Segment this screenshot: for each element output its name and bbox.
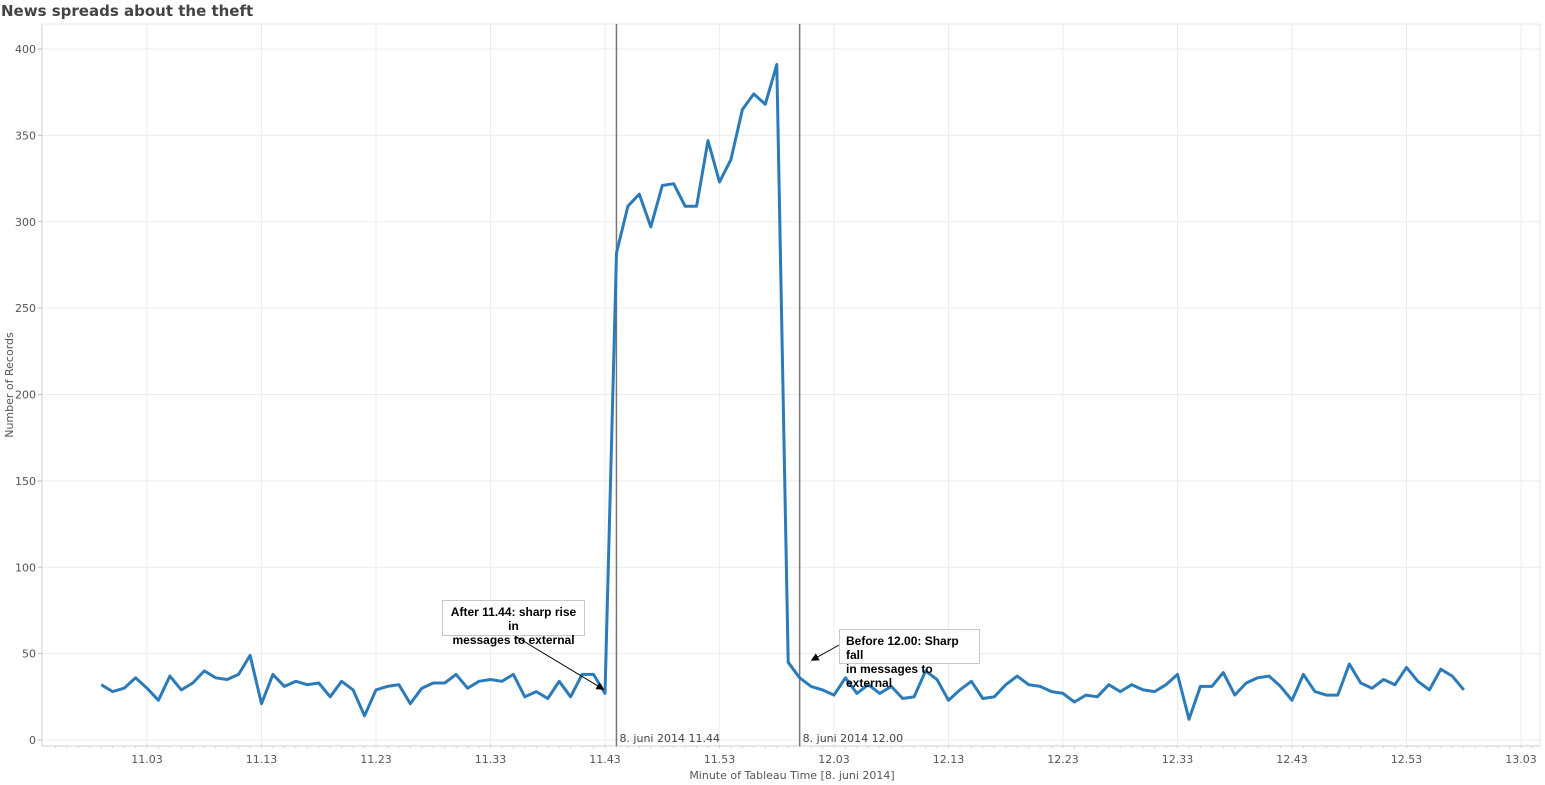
- x-tick-label: 12.33: [1162, 753, 1194, 766]
- x-tick-label: 11.13: [246, 753, 278, 766]
- x-tick-label: 13.03: [1505, 753, 1537, 766]
- y-tick-label: 300: [15, 216, 36, 229]
- y-tick-label: 200: [15, 389, 36, 402]
- gridlines: [42, 24, 1540, 746]
- x-axis-ticks: 11.03 11.13 11.23 11.33 11.43 11.53 12.03 12.13…: [131, 753, 1537, 766]
- reference-lines: 8. juni 2014 11.44 8. juni 2014 12.00: [615, 24, 904, 746]
- y-tick-label: 400: [15, 43, 36, 56]
- annotation-rise-arrow: [514, 635, 605, 690]
- x-tick-label: 12.23: [1047, 753, 1079, 766]
- y-tick-label: 0: [29, 734, 36, 747]
- y-tick-label: 250: [15, 302, 36, 315]
- y-axis-title: Number of Records: [3, 332, 16, 438]
- x-tick-label: 11.43: [589, 753, 621, 766]
- annotation-fall-line-2: in messages to external: [846, 662, 933, 690]
- y-tick-label: 100: [15, 561, 36, 574]
- annotation-fall-arrow: [810, 644, 840, 661]
- x-axis-title: Minute of Tableau Time [8. juni 2014]: [689, 769, 894, 782]
- data-series: [100, 63, 1465, 721]
- y-tick-label: 350: [15, 129, 36, 142]
- reference-line-label-0: 8. juni 2014 11.44: [619, 732, 720, 745]
- x-tick-label: 12.13: [933, 753, 965, 766]
- annotation-fall-line-1: Before 12.00: Sharp fall: [846, 634, 959, 662]
- y-tick-label: 50: [22, 648, 36, 661]
- series-line: [100, 63, 1465, 721]
- annotation-arrows: [514, 635, 840, 690]
- annotation-rise: After 11.44: sharp rise in messages to e…: [442, 600, 585, 647]
- annotation-rise-line-1: After 11.44: sharp rise in: [450, 605, 577, 633]
- y-axis-ticks: 0 50 100 150 200 250 300 350 400: [15, 43, 36, 747]
- x-tick-label: 12.43: [1276, 753, 1308, 766]
- x-tick-label: 12.53: [1391, 753, 1423, 766]
- x-tick-label: 11.23: [360, 753, 392, 766]
- annotation-fall: Before 12.00: Sharp fall in messages to …: [839, 629, 980, 690]
- chart-title: News spreads about the theft: [1, 2, 254, 20]
- x-tick-label: 11.33: [475, 753, 507, 766]
- x-tick-label: 11.53: [704, 753, 736, 766]
- x-tick-label: 12.03: [818, 753, 850, 766]
- y-tick-label: 150: [15, 475, 36, 488]
- x-tick-label: 11.03: [131, 753, 163, 766]
- reference-line-label-1: 8. juni 2014 12.00: [803, 732, 904, 745]
- annotation-rise-line-2: messages to external: [452, 633, 575, 647]
- axes: [38, 23, 1541, 748]
